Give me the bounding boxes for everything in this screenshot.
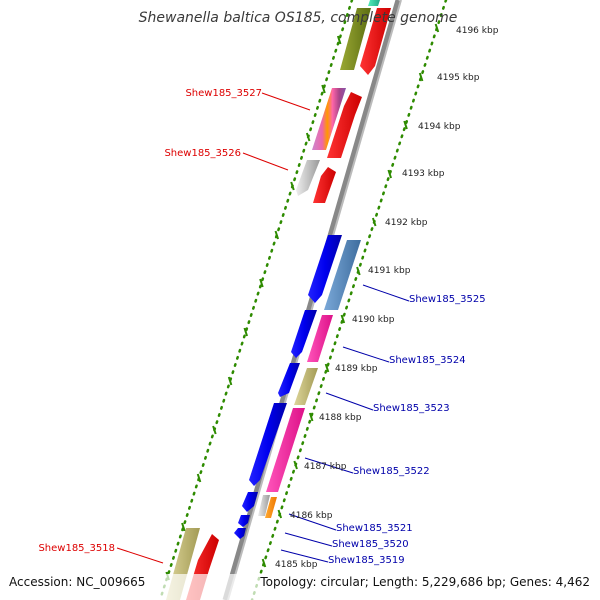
gene-feature-shew185-3520 [238,515,250,527]
kbp-label: 4191 kbp [368,266,411,276]
gene-label-shew185-3523[interactable]: Shew185_3523 [373,403,450,414]
gene-label-shew185-3519[interactable]: Shew185_3519 [328,555,405,566]
kbp-label: 4189 kbp [335,364,378,374]
scale-tick [181,522,186,532]
scale-tick [356,266,361,276]
label-leader-lines [116,92,410,564]
leader-line-shew185-3522 [304,457,354,474]
kbp-label: 4194 kbp [418,122,461,132]
scale-tick [340,314,346,324]
scale-tick [261,558,267,568]
gene-feature [340,8,371,70]
kbp-label: 4188 kbp [319,413,362,423]
scale-tick [290,181,295,191]
gene-feature [291,310,317,358]
gene-label-shew185-3521[interactable]: Shew185_3521 [336,523,413,534]
scale-tick [274,230,280,240]
map-title: Shewanella baltica OS185, complete genom… [139,10,458,26]
accession-text: Accession: NC_009665 [9,575,145,589]
kbp-label: 4190 kbp [352,315,395,325]
gene-feature-shew185-3524 [307,315,333,362]
kbp-label: 4187 kbp [304,462,347,472]
gene-feature [313,167,336,203]
kbp-label: 4193 kbp [402,169,445,179]
leader-line-shew185-3520 [284,532,333,547]
leader-line-shew185-3526 [242,152,289,171]
kbp-label: 4185 kbp [275,560,318,570]
gene-feature-shew185-3527 [312,88,346,150]
gene-feature [368,0,380,6]
scale-tick [227,376,233,386]
gene-feature [249,403,287,486]
gene-feature [242,492,258,512]
scale-tick [259,278,264,288]
leader-line-shew185-3525 [362,284,410,302]
scale-tick [321,84,326,94]
left-scale-ticks [165,35,342,581]
scale-tick [196,473,202,483]
leader-line-shew185-3523 [325,392,374,411]
gene-feature [265,497,277,518]
leader-line-shew185-3521 [288,513,337,531]
leader-line-shew185-3527 [261,92,311,111]
scale-tick [212,425,217,435]
leader-line-shew185-3518 [116,547,164,564]
kbp-label: 4192 kbp [385,218,428,228]
leader-line-shew185-3524 [342,346,390,363]
scale-tick [293,460,298,470]
gene-feature-shew185-3522 [266,408,305,492]
left-dotted-track [158,0,354,600]
topology-text: Topology: circular; Length: 5,229,686 bp… [259,575,590,589]
kbp-label: 4186 kbp [290,511,333,521]
leader-line-shew185-3519 [280,549,329,563]
scale-tick [277,509,283,519]
scale-tick [308,412,314,422]
gene-feature [278,363,300,397]
scale-tick [371,217,377,227]
scale-tick [336,35,342,45]
kbp-label: 4196 kbp [456,26,499,36]
gene-feature-shew185-3519 [234,528,246,539]
gene-label-shew185-3524[interactable]: Shew185_3524 [389,355,466,366]
gene-label-shew185-3518[interactable]: Shew185_3518 [38,543,115,554]
kbp-scale-labels: 4196 kbp 4195 kbp 4194 kbp 4193 kbp 4192… [275,26,499,570]
gene-label-shew185-3525[interactable]: Shew185_3525 [409,294,486,305]
gene-feature [327,92,362,158]
scale-tick [403,120,408,130]
scale-tick [418,72,424,82]
right-scale-ticks [261,23,440,568]
gene-feature [308,235,342,303]
right-dotted-track [250,0,448,600]
scale-tick [305,132,311,142]
scale-tick [434,23,440,33]
scale-tick [243,327,248,337]
gene-feature-shew185-3525 [324,240,361,310]
gene-label-shew185-3522[interactable]: Shew185_3522 [353,466,430,477]
gene-label-shew185-3520[interactable]: Shew185_3520 [332,539,409,550]
gene-feature-shew185-3521 [258,495,270,516]
kbp-label: 4195 kbp [437,73,480,83]
gene-label-shew185-3526[interactable]: Shew185_3526 [164,148,241,159]
gene-feature-shew185-3523 [294,368,318,405]
gene-label-shew185-3527[interactable]: Shew185_3527 [185,88,262,99]
gene-feature-shew185-3526 [296,160,320,196]
footer-background [0,574,600,600]
gene-feature [360,8,391,75]
scale-tick [324,363,330,373]
scale-tick [387,169,392,179]
